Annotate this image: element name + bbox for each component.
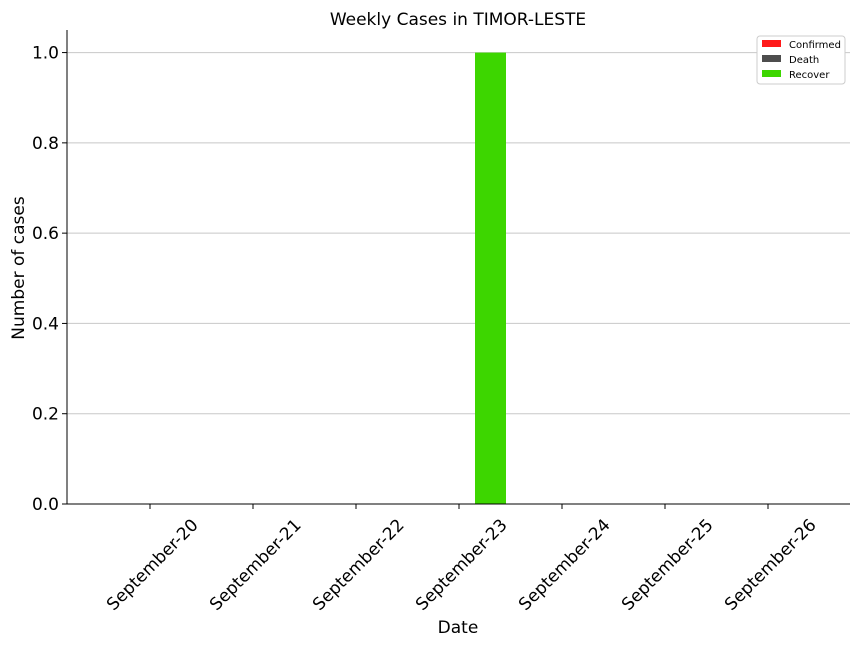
y-tick-label: 0.0 [32, 495, 59, 515]
legend-entry: Death [789, 55, 819, 66]
legend-swatch [762, 40, 781, 47]
y-tick-label: 0.6 [32, 224, 59, 244]
legend: Confirmed Death Recover [756, 35, 846, 85]
y-tick-label: 0.8 [32, 134, 59, 154]
x-tick-label: September-26 [721, 515, 820, 614]
y-tick-label: 0.2 [32, 405, 59, 425]
x-tick-label: September-22 [309, 515, 408, 614]
x-axis-label: Date [438, 618, 479, 638]
legend-swatch [762, 70, 781, 77]
x-ticks: September-20 September-21 September-22 Sept… [103, 504, 821, 615]
y-tick-label: 1.0 [32, 44, 59, 64]
x-tick-label: September-20 [103, 515, 202, 614]
bars [475, 52, 506, 504]
axes [66, 30, 850, 505]
gridlines [67, 52, 850, 415]
chart-title: Weekly Cases in TIMOR-LESTE [330, 10, 586, 30]
legend-entry: Recover [789, 70, 830, 81]
x-tick-label: September-25 [618, 515, 717, 614]
x-tick-label: September-23 [412, 515, 511, 614]
legend-swatch [762, 55, 781, 62]
y-ticks: 0.0 0.2 0.4 0.6 0.8 1.0 [32, 44, 67, 515]
y-axis-label: Number of cases [9, 196, 29, 340]
y-tick-label: 0.4 [32, 314, 59, 334]
x-tick-label: September-21 [206, 515, 305, 614]
bar-recover [475, 52, 506, 504]
x-tick-label: September-24 [515, 515, 614, 614]
legend-entry: Confirmed [789, 40, 841, 51]
